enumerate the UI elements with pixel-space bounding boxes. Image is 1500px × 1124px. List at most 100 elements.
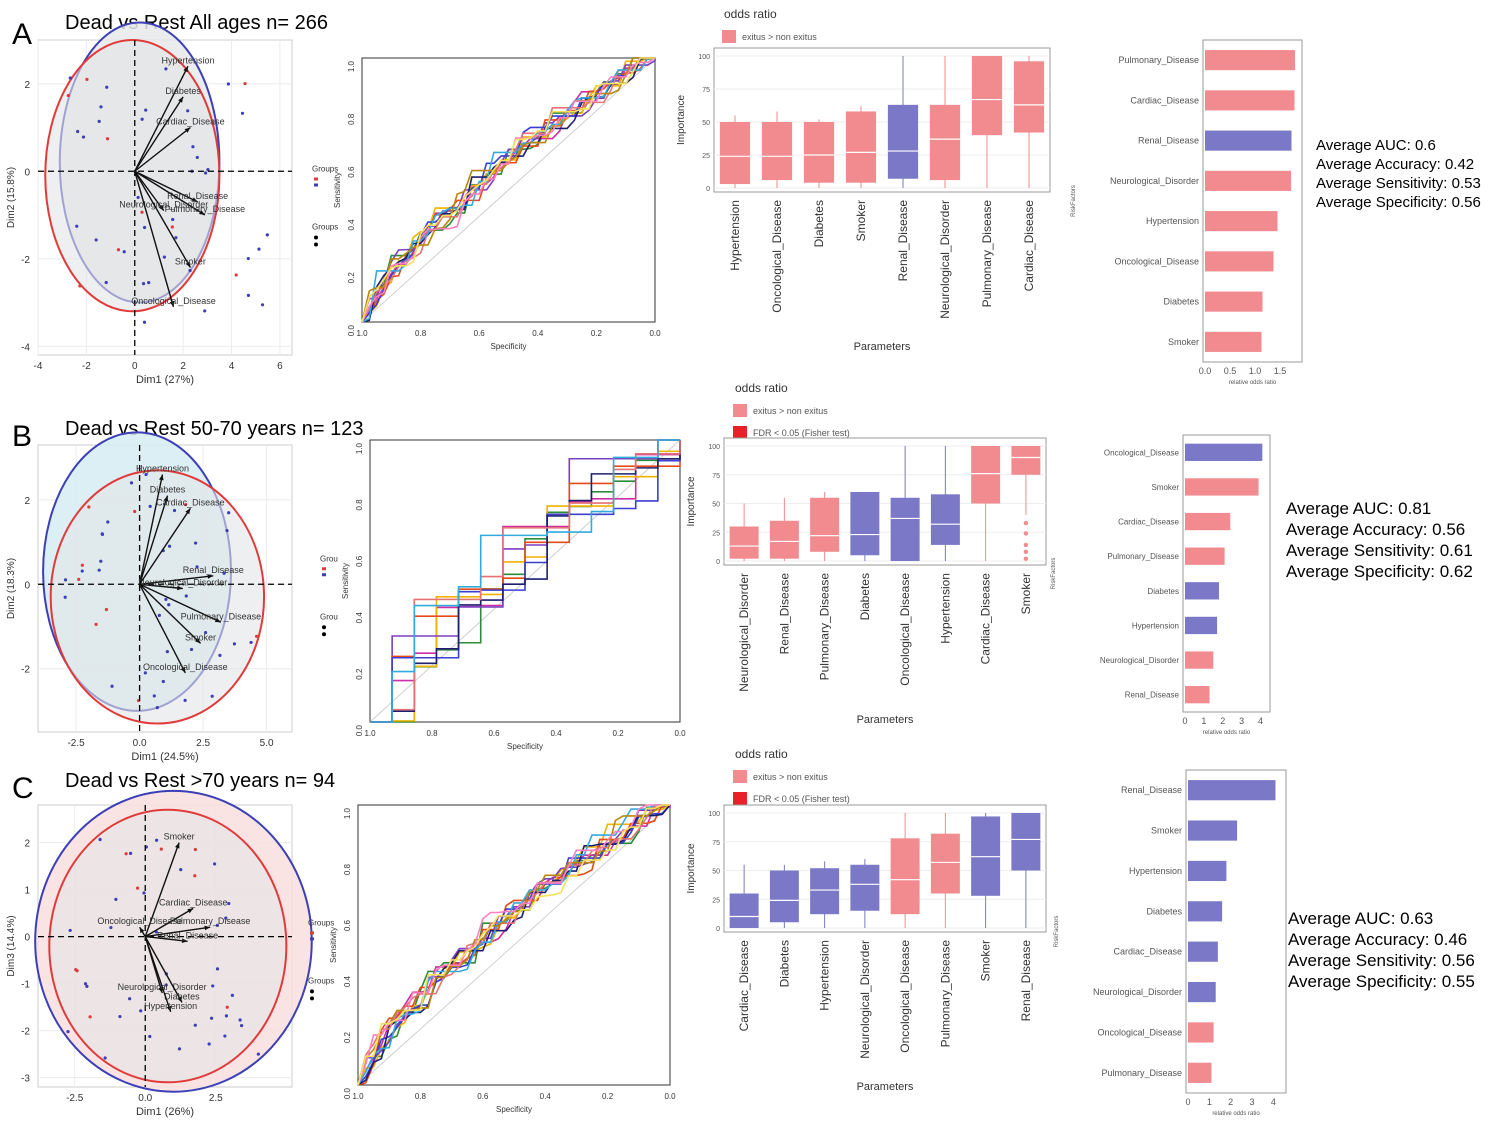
pca-point xyxy=(75,969,79,973)
pca-point xyxy=(140,210,144,214)
odds-ratio-bar xyxy=(1188,941,1218,962)
stat-accuracy: Average Accuracy: 0.42 xyxy=(1316,156,1475,173)
pca-point xyxy=(118,1014,122,1019)
pca-xtick-label: -2.5 xyxy=(66,1093,84,1104)
odds-box xyxy=(890,497,920,561)
pca-point xyxy=(257,247,261,251)
stat-accuracy: Average Accuracy: 0.46 xyxy=(1288,930,1468,949)
odds-ytick-label: 25 xyxy=(712,530,720,537)
bar-category-label: Smoker xyxy=(1151,826,1182,836)
pca-point xyxy=(128,997,132,1001)
odds-ytick-label: 50 xyxy=(702,120,710,127)
odds-xtick-label: Smoker xyxy=(979,940,993,981)
roc-ytick-label: 0.6 xyxy=(343,919,352,931)
pca-arrowhead xyxy=(183,66,188,73)
pca-point xyxy=(188,268,192,273)
pca-point xyxy=(246,256,250,261)
pca-ytick-label: 2 xyxy=(24,839,30,850)
pca-point xyxy=(133,509,137,514)
roc-xtick-label: 0.8 xyxy=(415,329,427,338)
pca-loading-label: Pulmonary_Disease xyxy=(165,204,246,214)
roc-xtick-label: 0.8 xyxy=(415,1092,427,1101)
pca-loading-label: Diabetes xyxy=(150,485,186,495)
pca-ytick-label: 1 xyxy=(24,886,30,897)
pca-point xyxy=(116,248,121,252)
odds-ratio-bar xyxy=(1185,478,1259,496)
pca-xtick-label: -4 xyxy=(34,361,43,372)
bar-category-label: Cardiac_Disease xyxy=(1113,947,1182,957)
pca-arrowhead xyxy=(178,96,184,103)
odds-box xyxy=(761,122,793,181)
panel-letter-c: C xyxy=(12,772,34,805)
pca-loading-arrow xyxy=(144,936,183,1003)
roc-curve xyxy=(370,440,681,723)
pca-point xyxy=(80,569,84,573)
pca-point xyxy=(148,504,152,508)
odds-ratio-bar xyxy=(1205,251,1274,272)
odds-xlabel: Parameters xyxy=(857,1081,914,1093)
pca-loading-arrow xyxy=(138,474,164,585)
pca-point xyxy=(193,541,198,545)
odds-xlabel: Parameters xyxy=(857,714,914,726)
bar-xtick-label: 0 xyxy=(1185,1097,1190,1107)
roc-ytick-label: 0.2 xyxy=(347,272,356,284)
pca-loading-arrow xyxy=(145,935,188,942)
pca-loading-label: Oncological_Disease xyxy=(97,916,182,926)
pca-loading-label: Smoker xyxy=(175,257,206,267)
pca-arrowhead xyxy=(159,474,164,481)
pca-ytick-label: -1 xyxy=(21,980,30,991)
pca-point xyxy=(99,105,103,109)
pca-point xyxy=(144,472,148,477)
odds-ytick-label: 25 xyxy=(702,153,710,160)
pca-arrowhead xyxy=(198,210,205,215)
pca-xtick-label: -2 xyxy=(82,361,91,372)
roc-xtick-label: 0.6 xyxy=(474,329,486,338)
pca-point xyxy=(122,250,126,254)
odds-box xyxy=(769,520,799,559)
roc-shape-swatch xyxy=(314,235,318,240)
odds-ytick-label: 75 xyxy=(712,473,720,480)
pca-point xyxy=(110,684,114,688)
pca-arrowhead xyxy=(194,637,201,644)
odds-ratio-bar xyxy=(1185,443,1263,461)
roc-ytick-label: 0.0 xyxy=(343,1087,352,1099)
roc-ytick-label: 0.8 xyxy=(355,499,364,511)
pca-point xyxy=(148,1034,152,1039)
odds-ratio-bar xyxy=(1185,582,1219,600)
stat-sensitivity: Average Sensitivity: 0.53 xyxy=(1316,175,1481,192)
pca-point xyxy=(226,82,231,86)
odds-xtick-label: Cardiac_Disease xyxy=(737,940,751,1032)
roc-xtick-label: 1.0 xyxy=(364,729,376,738)
pca-loading-arrow xyxy=(134,96,184,172)
bar-xtick-label: 1.0 xyxy=(1249,366,1262,376)
pca-loading-label: Smoker xyxy=(164,832,195,842)
odds-xtick-label: Pulmonary_Disease xyxy=(980,200,994,308)
odds-box xyxy=(769,870,799,923)
odds-ratio-bar xyxy=(1185,547,1225,565)
odds-ylabel: Importance xyxy=(686,476,697,526)
roc-shape-swatch xyxy=(322,632,326,637)
odds-ratio-bar xyxy=(1205,170,1291,191)
pca-point xyxy=(215,967,220,971)
pca-point xyxy=(76,129,80,134)
pca-loading-arrow xyxy=(139,507,191,585)
bar-xtick-label: 3 xyxy=(1239,716,1244,726)
pca-point xyxy=(232,642,237,646)
pca-loading-label: Renal_Disease xyxy=(157,930,218,940)
pca-point xyxy=(98,837,102,842)
pca-point xyxy=(227,901,231,906)
bar-ylabel: RiskFactors xyxy=(1054,916,1060,948)
odds-ratio-bar xyxy=(1185,651,1214,669)
pca-loading-arrow xyxy=(134,170,192,268)
odds-xtick-label: Hypertension xyxy=(728,200,742,271)
pca-point xyxy=(215,923,219,927)
odds-outlier xyxy=(1023,531,1029,536)
bar-xtick-label: 0.5 xyxy=(1224,366,1237,376)
pca-point xyxy=(183,698,187,702)
odds-ytick-label: 75 xyxy=(702,87,710,94)
pca-point xyxy=(223,1034,227,1038)
pca-loading-label: Hypertension xyxy=(136,464,189,474)
pca-point xyxy=(174,236,178,240)
pca-point xyxy=(193,1023,197,1027)
